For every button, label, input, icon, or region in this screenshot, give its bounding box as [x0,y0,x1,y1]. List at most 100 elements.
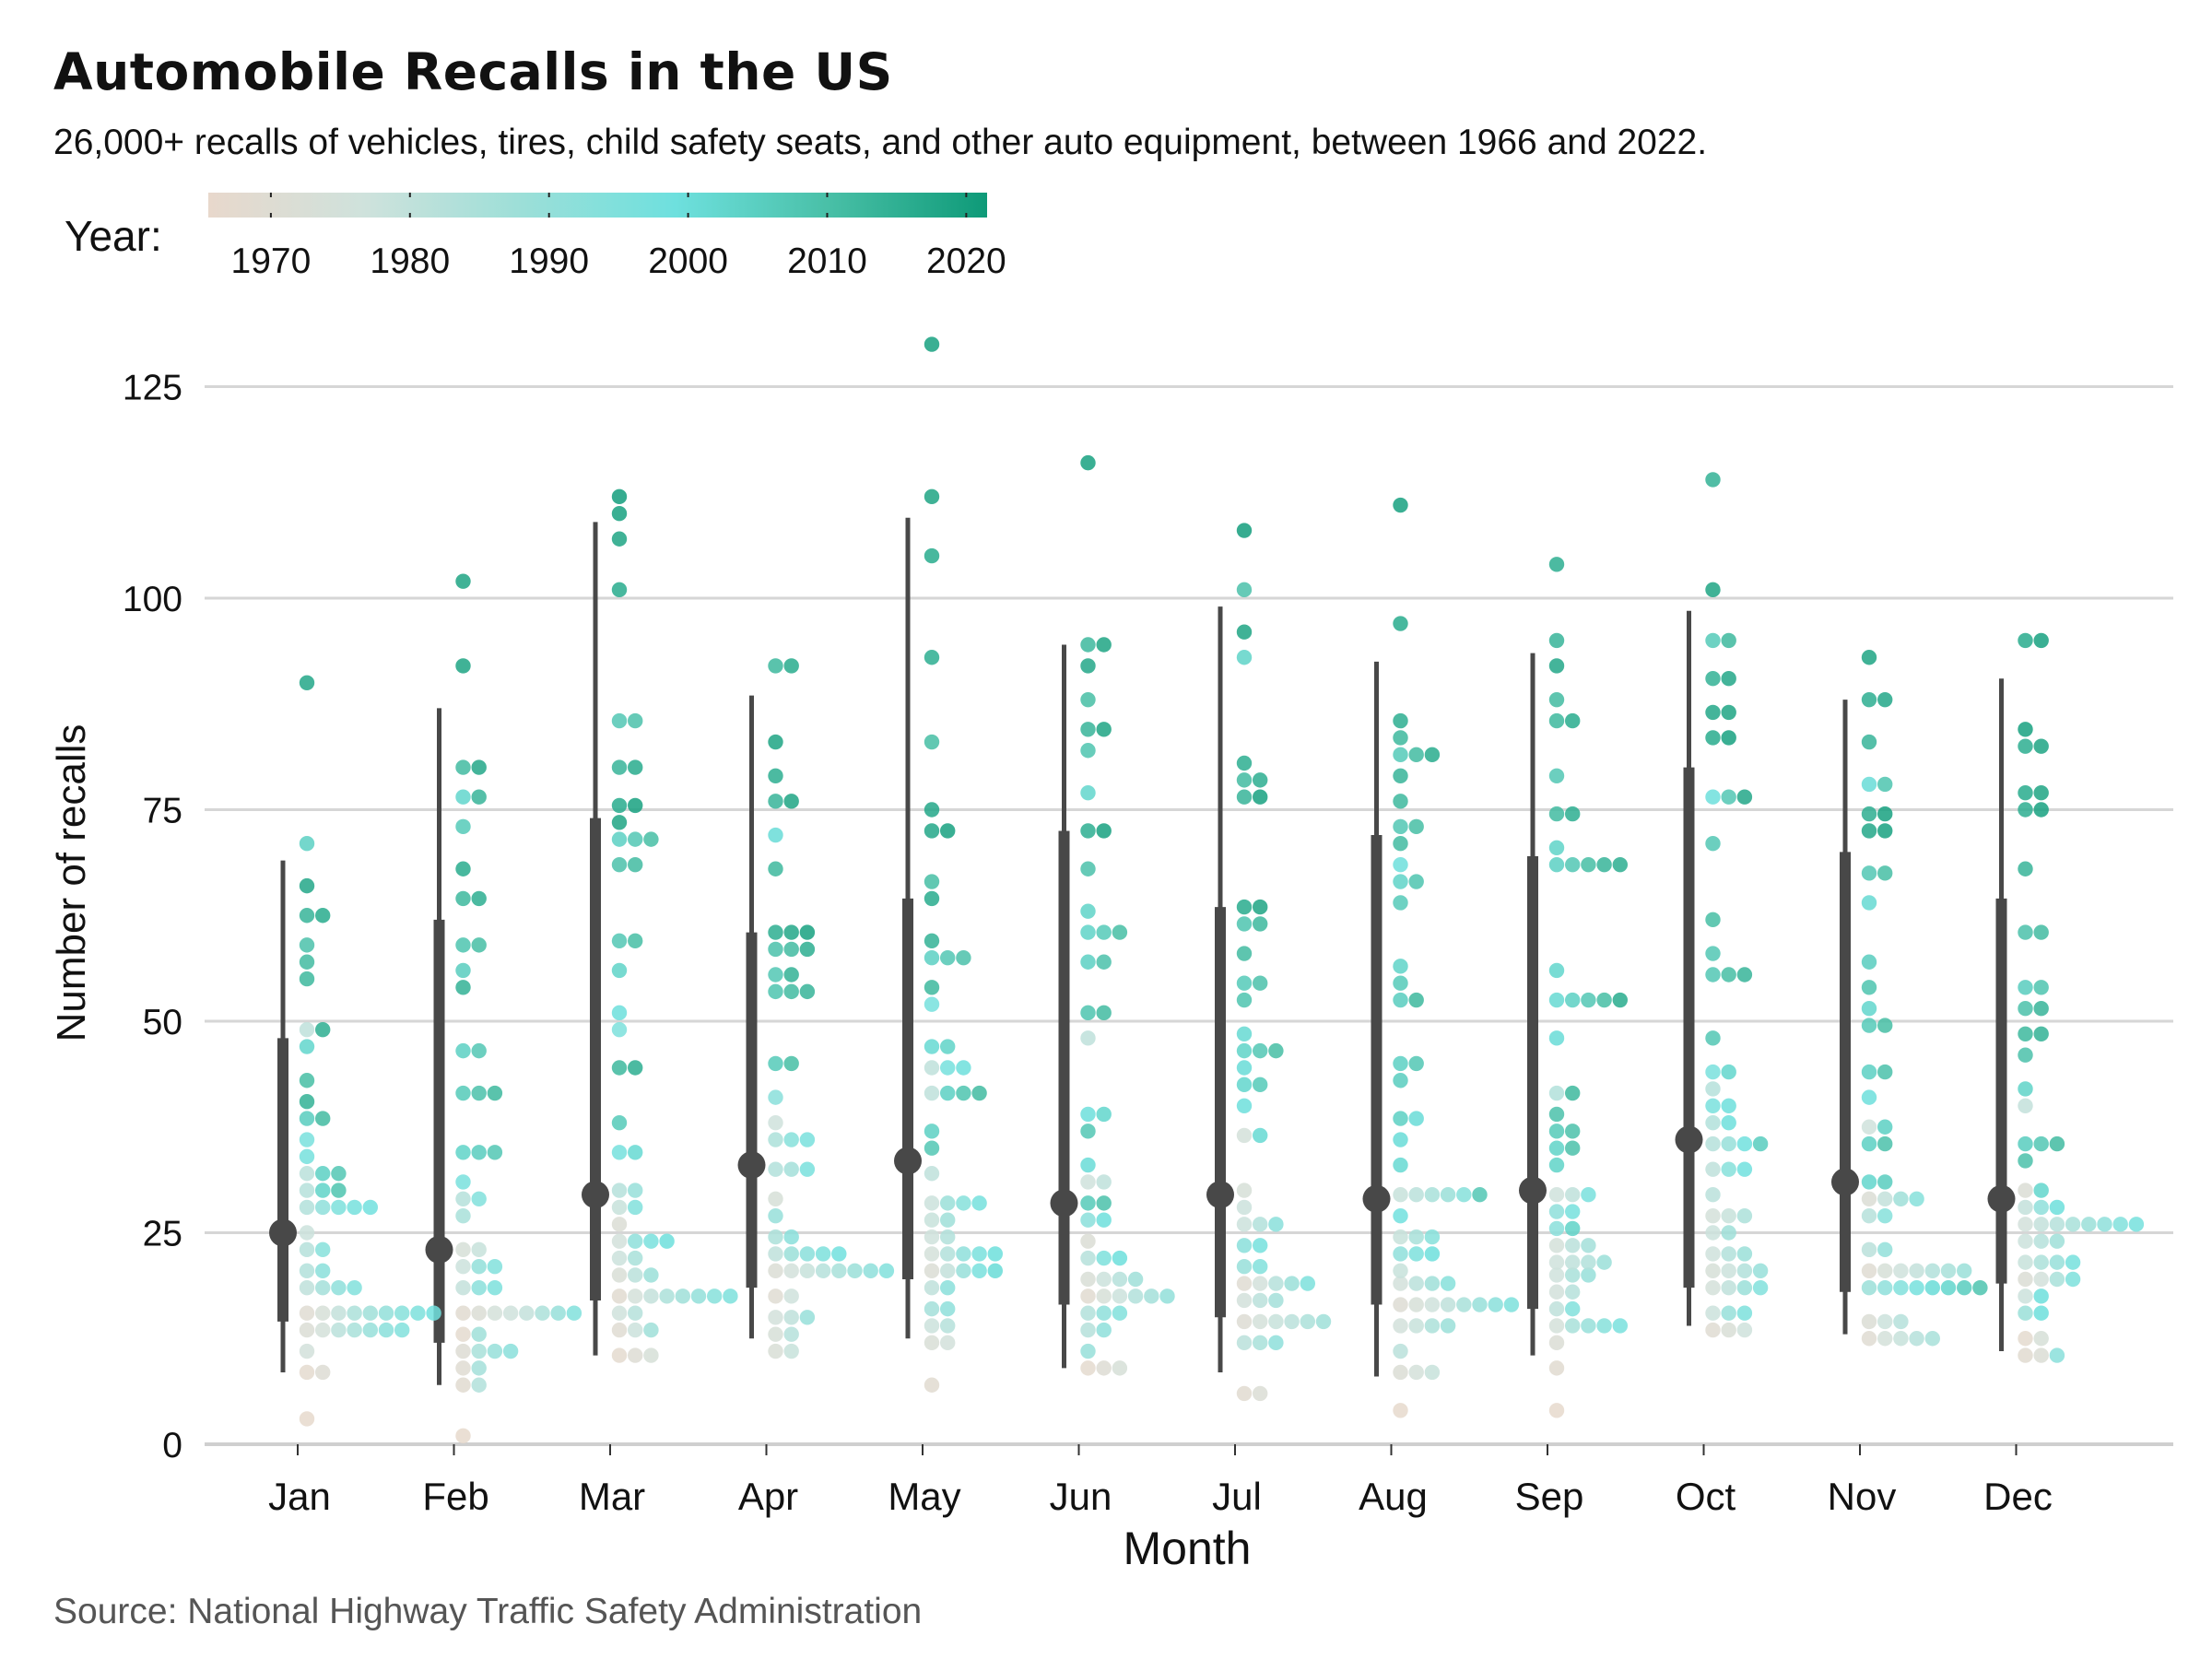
recall-dot [378,1322,394,1338]
recall-dot [1080,722,1096,737]
recall-dot [566,1305,582,1321]
recall-dot [799,924,816,940]
recall-dot [455,980,471,995]
recall-dot [1393,1186,1408,1203]
recall-dot [1565,806,1581,822]
recall-dot [1705,632,1721,649]
recall-dot [1236,1238,1253,1253]
recall-dot [331,1305,347,1321]
recall-dot [299,1279,315,1296]
recall-dot [924,1195,940,1211]
x-tick-label: Jan [268,1475,331,1518]
recall-dot [347,1322,362,1338]
recall-dot [831,1263,847,1279]
recall-dot [611,1347,628,1363]
recall-dot [1408,874,1424,889]
recall-dot [455,1377,471,1393]
recall-dot [1736,1279,1753,1296]
recall-dot [2033,738,2049,754]
median-point-mar [582,1181,609,1209]
recall-dot [1127,1271,1144,1288]
recall-dot [1877,1331,1893,1347]
recall-dot [1548,1403,1565,1418]
recall-dot [939,1246,956,1262]
recall-dot [519,1305,535,1321]
recall-dot [1393,1343,1408,1359]
recall-dot [1300,1276,1316,1291]
recall-dot [939,1300,956,1317]
recall-dot [2033,632,2049,649]
x-tick-label: Mar [579,1475,645,1518]
recall-dot [1236,1199,1253,1216]
recall-dot [1721,1114,1736,1131]
recall-dot [924,1318,940,1334]
recall-dot [611,488,628,505]
recall-dot [1393,1263,1408,1279]
recall-dot [1877,1279,1893,1296]
legend-tick-label: 2010 [787,241,867,281]
recall-dot [1393,1055,1408,1072]
recall-dot [675,1288,690,1304]
recall-dot [628,1199,643,1216]
recall-dot [299,1148,315,1165]
recall-dot [1236,650,1253,665]
recall-dot [1565,992,1581,1008]
recall-dot [611,815,628,830]
recall-dot [1268,1335,1284,1351]
x-tick-label: Jul [1212,1475,1262,1518]
recall-dot [455,658,471,674]
recall-dot [611,1217,628,1232]
recall-dot [1861,1279,1877,1296]
summary-intervals [269,517,2016,1385]
recall-dot [1893,1263,1909,1279]
recall-dot [1596,1318,1612,1334]
recall-dot [455,1360,471,1376]
recall-dot [768,1246,783,1262]
recall-dot [2033,1199,2049,1216]
recall-dot [299,1199,315,1216]
recall-dot [455,1191,471,1206]
recall-dot [939,1039,956,1054]
recall-dot [1253,1259,1268,1275]
recall-dot [455,1042,471,1059]
recall-dot [471,1279,487,1296]
recall-dot [299,1039,315,1054]
recall-dot [1080,1157,1096,1173]
recall-dot [1909,1331,1924,1347]
recall-dot [299,908,315,924]
recall-dot [299,1411,315,1427]
recall-dot [643,1233,659,1249]
recall-dot [924,1279,940,1296]
recall-dot [299,971,315,987]
recall-dot [1548,992,1565,1008]
recall-dot [1393,836,1408,852]
recall-dot [1393,768,1408,783]
recall-dot [924,874,940,889]
recall-dot [768,1310,783,1325]
recall-dot [2018,861,2033,877]
recall-dot [611,712,628,729]
recall-dot [1253,1276,1268,1291]
recall-dot [924,1263,940,1279]
recall-dot [924,1124,940,1139]
recall-dot [471,1241,487,1258]
x-axis-label: Month [1124,1523,1252,1574]
recall-dot [2018,1217,2033,1232]
recall-dot [768,794,783,809]
recall-dot [628,1145,643,1160]
recall-dot [2049,1199,2065,1216]
median-point-nov [1831,1168,1859,1196]
recall-dot [2033,1233,2049,1249]
recall-dot [1548,712,1565,729]
recall-dot [299,1343,315,1359]
recall-dot [1424,1186,1441,1203]
recall-dot [924,996,940,1012]
recall-dot [1877,1263,1893,1279]
recall-dot [2018,1288,2033,1304]
recall-dot [1705,704,1721,721]
recall-dot [1548,1284,1565,1300]
x-tick-label: Sep [1515,1475,1584,1518]
recall-dot [768,967,783,982]
recall-dot [1705,582,1721,598]
recall-dot [1924,1263,1940,1279]
